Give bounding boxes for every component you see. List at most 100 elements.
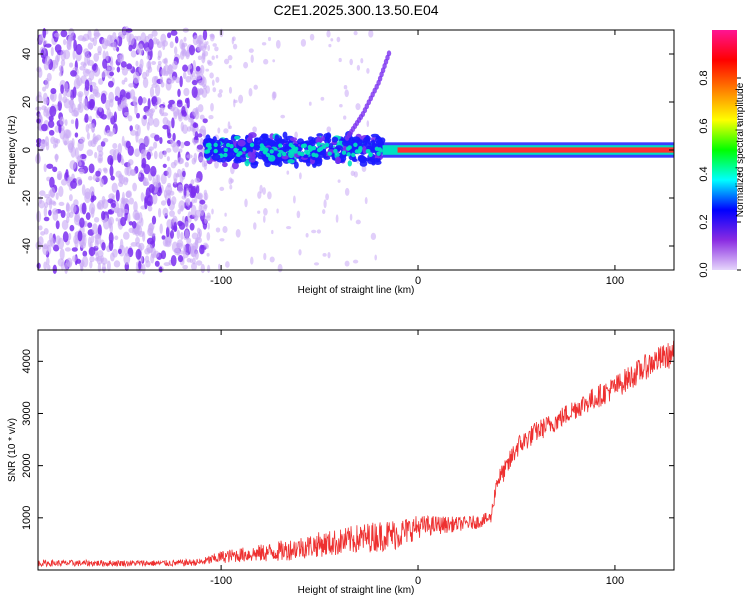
noise-blob bbox=[100, 113, 107, 120]
band-blob bbox=[234, 156, 240, 163]
noise-blob bbox=[52, 264, 57, 274]
noise-blob bbox=[92, 223, 98, 235]
band-core-blob bbox=[308, 147, 313, 152]
band-core-blob bbox=[368, 152, 373, 157]
noise-blob bbox=[37, 236, 44, 247]
noise-blob bbox=[97, 51, 102, 56]
scatter-blob bbox=[238, 94, 244, 104]
noise-blob bbox=[101, 71, 106, 78]
band-core-blob bbox=[333, 148, 338, 154]
noise-blob bbox=[38, 196, 43, 204]
noise-blob bbox=[192, 59, 196, 72]
noise-blob bbox=[135, 236, 140, 244]
noise-blob bbox=[167, 132, 172, 139]
noise-blob bbox=[141, 97, 147, 104]
noise-blob bbox=[42, 86, 47, 92]
band-core-blob bbox=[259, 146, 264, 152]
scatter-blob bbox=[229, 184, 233, 190]
noise-blob bbox=[82, 250, 88, 257]
scatter-blob bbox=[235, 228, 241, 238]
noise-blob bbox=[194, 239, 199, 250]
noise-blob bbox=[153, 141, 158, 149]
noise-blob bbox=[182, 170, 186, 178]
scatter-blob bbox=[374, 254, 377, 261]
noise-blob bbox=[57, 100, 62, 111]
noise-blob bbox=[55, 192, 59, 200]
band-core-blob bbox=[318, 146, 324, 151]
scatter-blob bbox=[262, 215, 266, 223]
noise-blob bbox=[143, 135, 150, 147]
noise-blob bbox=[93, 32, 101, 37]
noise-blob bbox=[144, 111, 151, 117]
noise-blob bbox=[58, 65, 64, 72]
noise-blob bbox=[66, 38, 71, 50]
band-blob bbox=[288, 151, 295, 159]
noise-blob bbox=[83, 98, 88, 110]
noise-blob bbox=[173, 46, 178, 55]
noise-blob bbox=[53, 32, 60, 38]
noise-blob bbox=[123, 111, 130, 116]
noise-blob bbox=[49, 94, 55, 100]
noise-blob bbox=[179, 39, 184, 50]
band-blob bbox=[335, 145, 343, 151]
scatter-blob bbox=[203, 204, 207, 212]
scatter-blob bbox=[336, 36, 341, 43]
noise-blob bbox=[189, 258, 193, 264]
noise-blob bbox=[67, 140, 75, 151]
scatter-blob bbox=[370, 232, 377, 241]
noise-blob bbox=[179, 50, 185, 60]
noise-blob bbox=[79, 65, 86, 71]
noise-blob bbox=[73, 234, 79, 245]
scatter-blob bbox=[253, 222, 257, 230]
noise-blob bbox=[90, 98, 96, 109]
noise-blob bbox=[58, 123, 62, 134]
noise-blob bbox=[51, 59, 59, 69]
scatter-blob bbox=[214, 160, 219, 169]
noise-blob bbox=[152, 117, 160, 128]
band-blob bbox=[216, 158, 223, 163]
scatter-blob bbox=[272, 59, 276, 63]
x-tick-label: 0 bbox=[415, 275, 421, 287]
snr-x-axis-label: Height of straight line (km) bbox=[298, 585, 415, 596]
noise-blob bbox=[57, 258, 65, 267]
scatter-blob bbox=[323, 199, 327, 209]
noise-blob bbox=[197, 104, 204, 113]
band-blob bbox=[209, 138, 215, 144]
noise-blob bbox=[81, 255, 89, 268]
noise-blob bbox=[46, 264, 51, 271]
band-core-blob bbox=[236, 152, 241, 157]
noise-blob bbox=[190, 262, 198, 271]
spectrogram-panel: -100 0 100 -40 -20 0 20 40 Height of straight l… bbox=[7, 26, 675, 296]
y-tick-label: 0 bbox=[21, 147, 33, 153]
noise-blob bbox=[194, 250, 199, 260]
noise-blob bbox=[134, 104, 138, 115]
noise-blob bbox=[112, 41, 117, 52]
y-tick-label: 4000 bbox=[21, 349, 33, 373]
noise-blob bbox=[114, 235, 119, 241]
noise-blob bbox=[54, 153, 59, 163]
scatter-blob bbox=[257, 210, 261, 214]
band-core-blob bbox=[304, 149, 309, 154]
noise-blob bbox=[171, 196, 177, 205]
band-blob bbox=[325, 132, 332, 140]
band-core-blob bbox=[341, 150, 347, 155]
noise-blob bbox=[130, 50, 137, 58]
noise-blob bbox=[77, 230, 83, 242]
noise-blob bbox=[90, 234, 95, 244]
noise-blob bbox=[116, 54, 123, 63]
band-blob bbox=[331, 136, 339, 143]
scatter-blob bbox=[285, 226, 292, 230]
noise-blob bbox=[121, 135, 125, 147]
noise-blob bbox=[154, 134, 160, 142]
noise-blob bbox=[147, 200, 152, 207]
noise-blob bbox=[197, 133, 203, 138]
band-core-blob bbox=[282, 151, 287, 157]
noise-blob bbox=[151, 60, 157, 66]
scatter-blob bbox=[211, 55, 215, 61]
noise-blob bbox=[173, 221, 177, 232]
noise-blob bbox=[177, 208, 182, 215]
noise-blob bbox=[48, 115, 54, 122]
band-core-blob bbox=[269, 149, 274, 154]
noise-blob bbox=[128, 44, 133, 52]
spectrogram-y-axis-label: Frequency (Hz) bbox=[7, 116, 18, 185]
